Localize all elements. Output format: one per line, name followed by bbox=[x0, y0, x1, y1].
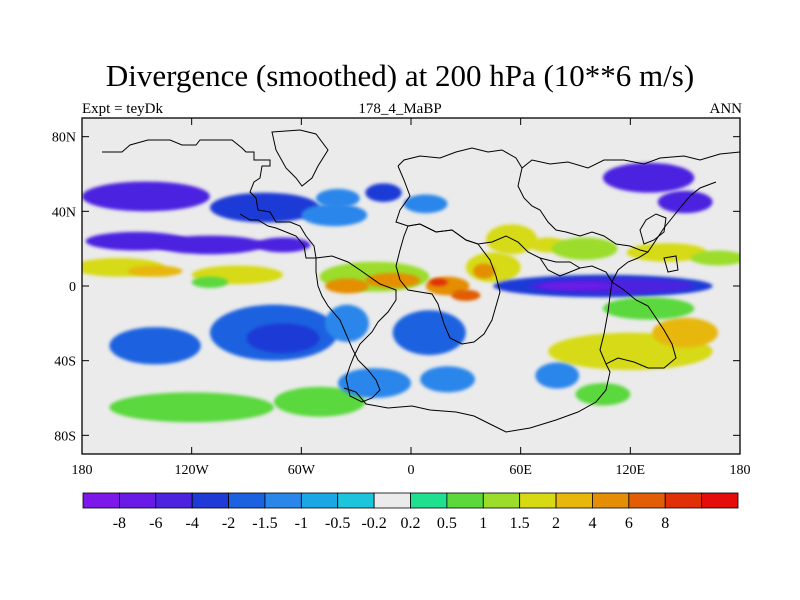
field-patch-23 bbox=[485, 224, 538, 255]
field-patch-25 bbox=[551, 237, 618, 260]
colorbar-label-11: 1.5 bbox=[510, 515, 530, 532]
field-patch-0 bbox=[82, 181, 210, 212]
greenland-coastline bbox=[271, 129, 329, 187]
experiment-label: Expt = teyDk bbox=[82, 101, 163, 117]
y-tick-label-0: 80N bbox=[52, 131, 76, 146]
field-patch-43 bbox=[535, 362, 580, 389]
antarctica-coastline bbox=[343, 363, 611, 433]
field-patch-10 bbox=[255, 237, 311, 253]
colorbar-box-17 bbox=[701, 492, 739, 509]
colorbar-box-10 bbox=[446, 492, 484, 509]
field-patch-17 bbox=[365, 272, 421, 288]
x-tick-label-0: 180 bbox=[72, 463, 93, 478]
field-patch-20 bbox=[451, 289, 481, 301]
field-patch-22 bbox=[473, 263, 496, 279]
colorbar: -8 -6 -4 -2 -1.5 -1 -0.5 -0.2 0.2 0.5 1 1.5 2 4 6 8 bbox=[82, 492, 739, 532]
colorbar-label-13: 4 bbox=[588, 515, 596, 532]
field-patch-26 bbox=[626, 243, 708, 262]
colorbar-box-9 bbox=[410, 492, 448, 509]
field-patch-5 bbox=[403, 194, 448, 214]
field-patch-16 bbox=[325, 278, 369, 294]
x-tick-label-1: 120W bbox=[175, 463, 210, 478]
field-patch-12 bbox=[127, 265, 183, 277]
colorbar-box-14 bbox=[592, 492, 630, 509]
field-patch-14 bbox=[191, 276, 229, 288]
colorbar-label-12: 2 bbox=[552, 515, 560, 532]
colorbar-box-7 bbox=[337, 492, 375, 509]
field-patch-19 bbox=[429, 278, 448, 286]
colorbar-box-5 bbox=[264, 492, 302, 509]
field-patch-38 bbox=[602, 297, 695, 320]
colorbar-label-7: -0.2 bbox=[361, 515, 386, 532]
field-patch-40 bbox=[273, 386, 366, 417]
y-tick-label-4: 80S bbox=[54, 429, 76, 444]
colorbar-box-15 bbox=[628, 492, 666, 509]
colorbar-box-6 bbox=[300, 492, 339, 509]
field-patch-42 bbox=[420, 366, 475, 393]
colorbar-label-10: 1 bbox=[479, 515, 487, 532]
field-patch-9 bbox=[155, 235, 265, 255]
colorbar-label-15: 8 bbox=[661, 515, 669, 532]
south-america-coastline bbox=[315, 255, 397, 403]
field-patch-37 bbox=[652, 317, 719, 348]
field-patch-1 bbox=[209, 192, 320, 223]
colorbar-label-8: 0.2 bbox=[401, 515, 421, 532]
x-tick-label-5: 120E bbox=[616, 463, 646, 478]
field-patch-34 bbox=[325, 304, 369, 343]
latitude-axis: 80N 40N 0 40S 80S bbox=[52, 131, 740, 444]
colorbar-box-12 bbox=[519, 492, 557, 509]
field-patch-6 bbox=[602, 162, 695, 193]
x-tick-label-6: 180 bbox=[730, 463, 751, 478]
plot-title: Divergence (smoothed) at 200 hPa (10**6 … bbox=[105, 58, 695, 93]
colorbar-label-4: -1.5 bbox=[252, 515, 277, 532]
asia-interior-boundary bbox=[517, 167, 649, 253]
india-coastline bbox=[539, 257, 581, 277]
colorbar-box-0 bbox=[82, 492, 120, 509]
field-patch-32 bbox=[246, 323, 320, 354]
x-tick-label-3: 0 bbox=[408, 463, 415, 478]
season-label: ANN bbox=[709, 101, 743, 117]
colorbar-box-13 bbox=[555, 492, 593, 509]
y-tick-label-3: 40S bbox=[54, 355, 76, 370]
field-patch-39 bbox=[109, 392, 274, 423]
colorbar-box-3 bbox=[191, 492, 229, 509]
longitude-axis: 180 120W 60W 0 60E 120E 180 bbox=[72, 118, 751, 478]
x-tick-label-2: 60W bbox=[288, 463, 316, 478]
colorbar-box-11 bbox=[482, 492, 521, 509]
period-label: 178_4_MaBP bbox=[358, 101, 442, 117]
north-america-coastline bbox=[102, 139, 317, 259]
field-patch-41 bbox=[337, 368, 412, 399]
colorbar-label-0: -8 bbox=[113, 515, 126, 532]
colorbar-label-2: -4 bbox=[186, 515, 199, 532]
field-patch-33 bbox=[109, 327, 201, 365]
field-patch-4 bbox=[365, 183, 402, 203]
coastlines bbox=[102, 129, 740, 433]
field-patch-30 bbox=[538, 282, 613, 290]
colorbar-box-8 bbox=[373, 492, 411, 509]
colorbar-label-1: -6 bbox=[149, 515, 162, 532]
field-patch-3 bbox=[315, 188, 360, 208]
colorbar-label-6: -0.5 bbox=[325, 515, 350, 532]
colorbar-label-5: -1 bbox=[295, 515, 308, 532]
japan-coastline bbox=[639, 213, 679, 273]
colorbar-box-1 bbox=[118, 492, 157, 509]
africa-coastline bbox=[395, 223, 501, 345]
field-patch-35 bbox=[392, 310, 466, 356]
colorbar-box-16 bbox=[664, 492, 703, 509]
colorbar-box-2 bbox=[155, 492, 193, 509]
field-patch-2 bbox=[301, 203, 368, 227]
field-patch-27 bbox=[690, 250, 740, 266]
x-tick-label-4: 60E bbox=[509, 463, 532, 478]
colorbar-label-3: -2 bbox=[222, 515, 235, 532]
colorbar-box-4 bbox=[228, 492, 266, 509]
colorbar-label-14: 6 bbox=[625, 515, 633, 532]
y-tick-label-1: 40N bbox=[52, 205, 76, 220]
colorbar-label-9: 0.5 bbox=[437, 515, 457, 532]
australia-coastline bbox=[599, 281, 677, 369]
y-tick-label-2: 0 bbox=[69, 280, 76, 295]
